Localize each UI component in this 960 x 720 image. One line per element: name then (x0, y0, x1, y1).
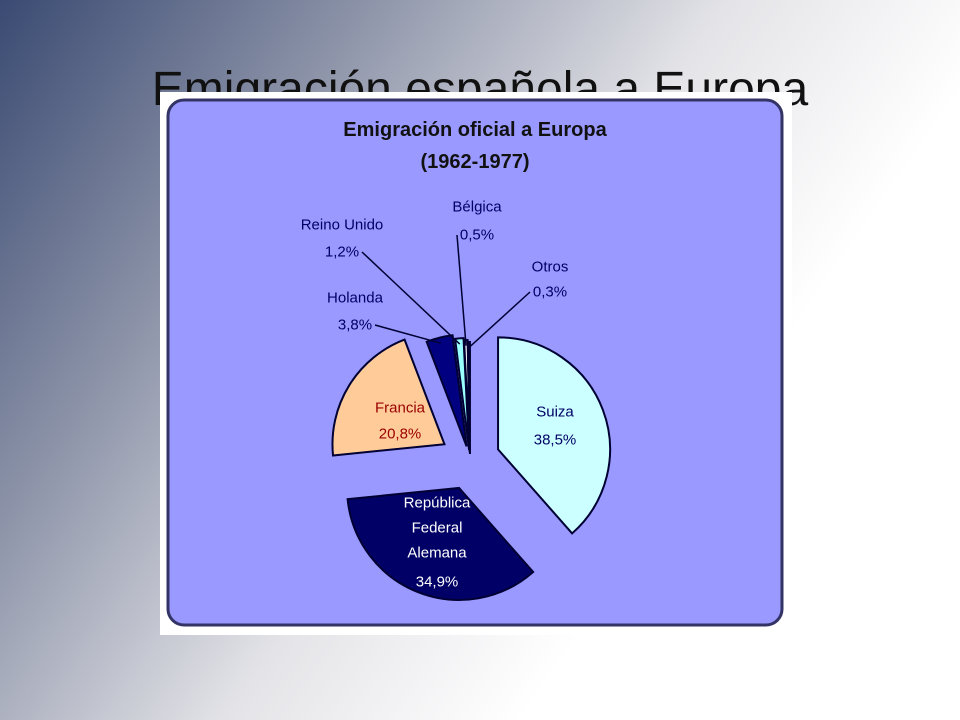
pie-slice (425, 334, 468, 447)
slice-label: Reino Unido (300, 216, 384, 234)
pie-slice (466, 340, 471, 455)
value-label: 20,8% (378, 425, 422, 443)
leader-line (456, 234, 467, 346)
chart-background (166, 98, 784, 627)
chart-subtitle: (1962-1977) (421, 151, 530, 173)
value-label: 0,3% (532, 283, 568, 301)
slice-label: Holanda (327, 289, 383, 307)
slice-label: Suiza (536, 403, 574, 421)
value-label: 38,5% (533, 431, 577, 449)
leader-line (361, 251, 461, 345)
pie-slice (497, 336, 612, 535)
leader-line (468, 291, 531, 349)
leader-line (374, 324, 441, 344)
slice-label: Francia (374, 399, 426, 417)
value-label: 34,9% (415, 573, 459, 591)
value-label: 0,5% (459, 226, 495, 244)
value-label: 3,8% (337, 316, 373, 334)
pie-slice (331, 338, 446, 457)
slice-label: Bélgica (452, 198, 502, 216)
pie-slice (346, 486, 535, 601)
slice-label: República Federal Alemana (403, 494, 471, 562)
slice-label: Otros (531, 258, 569, 276)
value-label: 1,2% (324, 243, 360, 261)
chart-title: Emigración oficial a Europa (343, 119, 607, 141)
